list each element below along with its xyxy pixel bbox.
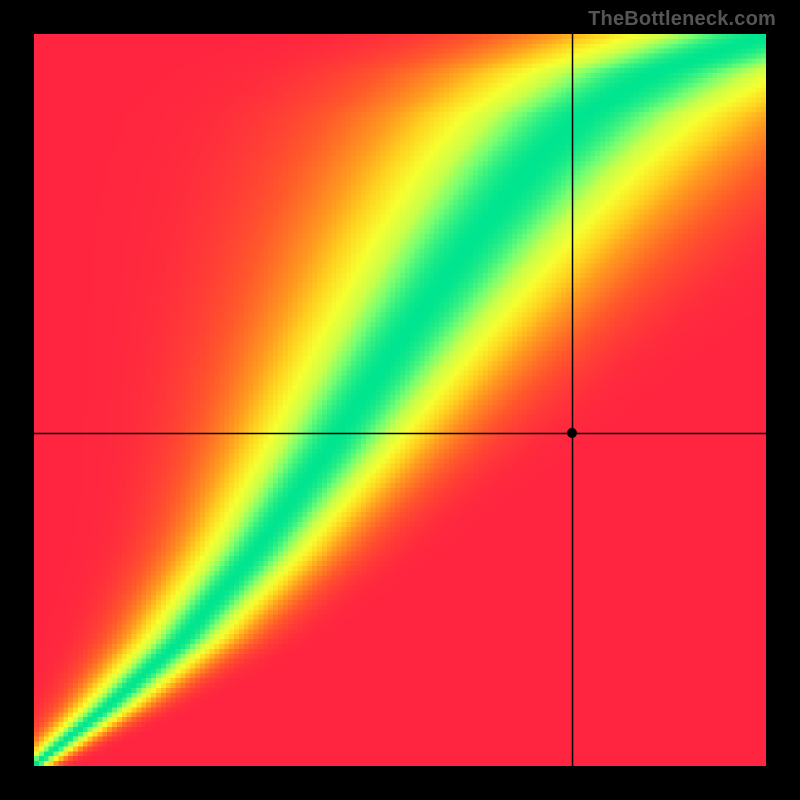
crosshair-overlay xyxy=(34,34,766,766)
chart-root: TheBottleneck.com xyxy=(0,0,800,800)
watermark-text: TheBottleneck.com xyxy=(588,8,776,31)
